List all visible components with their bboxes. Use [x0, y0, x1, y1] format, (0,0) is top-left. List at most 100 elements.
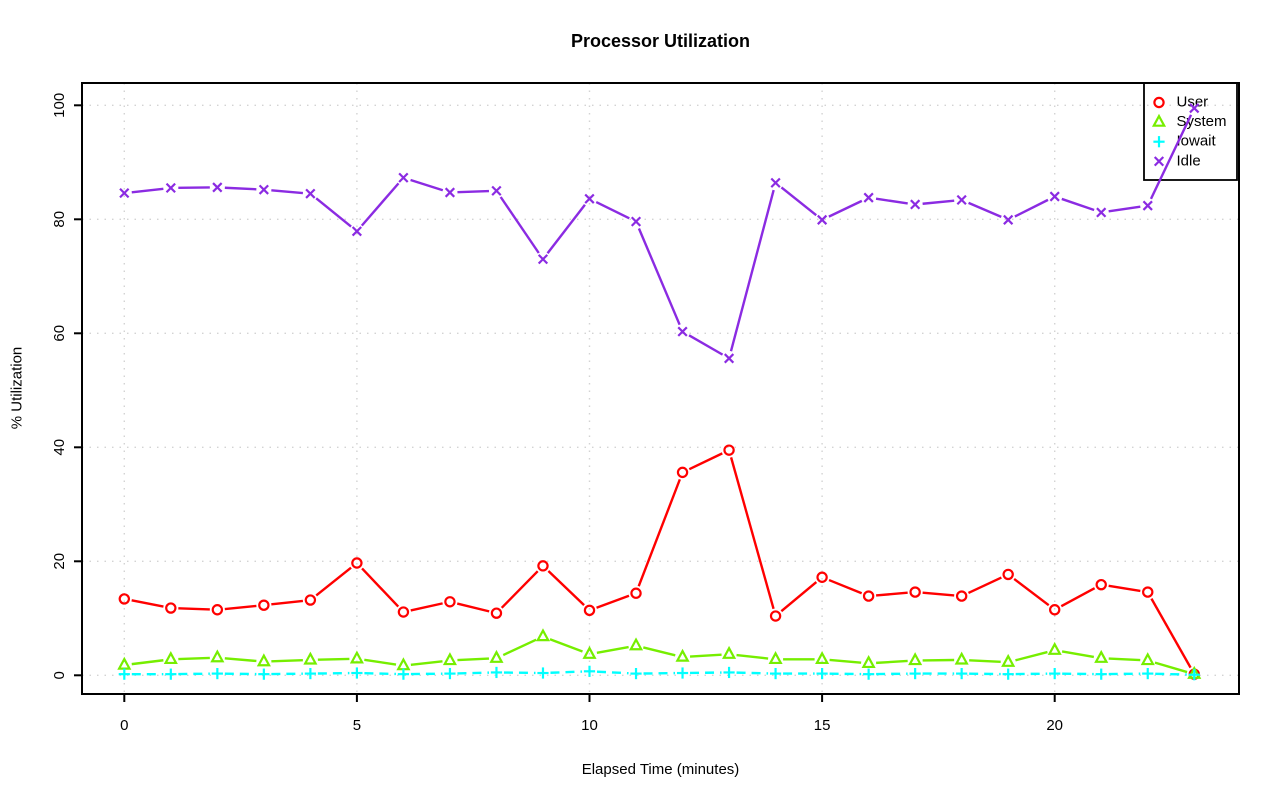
legend-item-user: User — [1153, 93, 1209, 110]
series-segment — [315, 197, 352, 228]
x-marker-icon — [491, 185, 502, 196]
triangle-marker-icon — [489, 649, 504, 663]
series-segment — [876, 659, 908, 665]
series-segment — [499, 196, 540, 254]
series-segment — [875, 591, 908, 597]
triangle-marker-icon — [628, 637, 644, 651]
x-marker-icon — [444, 187, 456, 198]
x-marker-icon — [584, 193, 595, 204]
x-tick-label: 10 — [581, 717, 598, 734]
legend-label: User — [1177, 93, 1209, 110]
series-segment — [317, 657, 350, 661]
legend-item-iowait: Iowait — [1153, 133, 1217, 150]
circle-marker-icon — [816, 571, 828, 583]
x-marker-icon — [817, 214, 828, 225]
triangle-marker-icon — [582, 645, 597, 659]
series-segment — [968, 201, 1002, 219]
series-segment — [969, 659, 1001, 664]
series-user — [118, 444, 1200, 680]
series-segment — [271, 658, 303, 663]
triangle-marker-icon — [163, 651, 178, 665]
legend-label: Idle — [1177, 152, 1201, 169]
series-iowait — [118, 665, 1200, 681]
x-marker-icon — [630, 216, 642, 227]
series-segment — [596, 645, 629, 655]
circle-marker-icon — [118, 593, 131, 605]
series-segment — [780, 581, 818, 613]
series-segment — [688, 334, 724, 356]
x-marker-icon — [305, 188, 316, 199]
series-segment — [502, 638, 537, 657]
series-segment — [547, 570, 585, 607]
series-segment — [410, 660, 443, 666]
series-segment — [1061, 650, 1095, 659]
circle-marker-icon — [304, 594, 317, 606]
series-segment — [875, 197, 908, 205]
gridlines — [82, 83, 1239, 694]
legend-box — [1143, 82, 1238, 181]
y-tick-label: 100 — [51, 93, 68, 118]
series-segment — [729, 189, 775, 352]
series-segment — [224, 186, 257, 191]
triangle-marker-icon — [303, 651, 318, 665]
circle-marker-icon — [955, 590, 968, 602]
triangle-marker-icon — [954, 651, 969, 665]
circle-marker-icon — [909, 586, 921, 598]
series-segment — [457, 189, 490, 194]
series-segment — [549, 638, 583, 653]
triangle-marker-icon — [1151, 113, 1167, 127]
series-segment — [456, 602, 490, 613]
x-marker-icon — [770, 177, 781, 188]
circle-marker-icon — [211, 604, 224, 616]
series-segment — [457, 671, 489, 675]
axis-ticks — [74, 104, 1056, 702]
x-marker-icon — [910, 199, 921, 210]
x-tick-label: 15 — [814, 717, 831, 734]
circle-marker-icon — [769, 610, 782, 622]
x-marker-icon — [1003, 214, 1014, 225]
y-tick-label: 40 — [51, 439, 68, 456]
triangle-marker-icon — [722, 645, 737, 659]
series-segment — [131, 187, 164, 194]
series-segment — [271, 189, 304, 195]
x-marker-icon — [723, 353, 735, 364]
x-marker-icon — [863, 192, 874, 203]
circle-marker-icon — [1095, 578, 1107, 591]
triangle-marker-icon — [861, 655, 876, 669]
series-segment — [410, 178, 444, 192]
triangle-marker-icon — [675, 648, 690, 662]
series-segment — [689, 653, 722, 658]
series-segment — [688, 452, 723, 471]
x-marker-icon — [1153, 156, 1165, 167]
series-segment — [178, 607, 210, 611]
x-tick-label: 0 — [120, 717, 128, 734]
triangle-marker-icon — [1094, 649, 1109, 663]
circle-marker-icon — [630, 587, 642, 599]
x-marker-icon — [258, 184, 269, 195]
x-marker-icon — [119, 188, 130, 199]
x-marker-icon — [956, 194, 967, 205]
series-segment — [596, 594, 630, 609]
x-marker-icon — [537, 254, 549, 265]
circle-marker-icon — [258, 599, 270, 611]
series-segment — [1015, 650, 1048, 662]
x-axis-label: Elapsed Time (minutes) — [581, 761, 740, 778]
triangle-marker-icon — [535, 628, 551, 642]
series-segment — [1013, 577, 1050, 607]
y-tick-label: 0 — [51, 671, 68, 679]
series-segment — [550, 670, 583, 674]
triangle-marker-icon — [768, 651, 783, 665]
triangle-marker-icon — [815, 651, 830, 665]
x-tick-label: 5 — [353, 717, 361, 734]
circle-marker-icon — [1142, 586, 1154, 598]
triangle-marker-icon — [349, 650, 364, 664]
series-segment — [828, 199, 863, 218]
triangle-marker-icon — [1001, 653, 1016, 667]
triangle-marker-icon — [117, 656, 132, 670]
series-segment — [1150, 598, 1192, 669]
series-system — [117, 628, 1202, 679]
series-segment — [224, 604, 257, 611]
series-segment — [410, 602, 443, 612]
